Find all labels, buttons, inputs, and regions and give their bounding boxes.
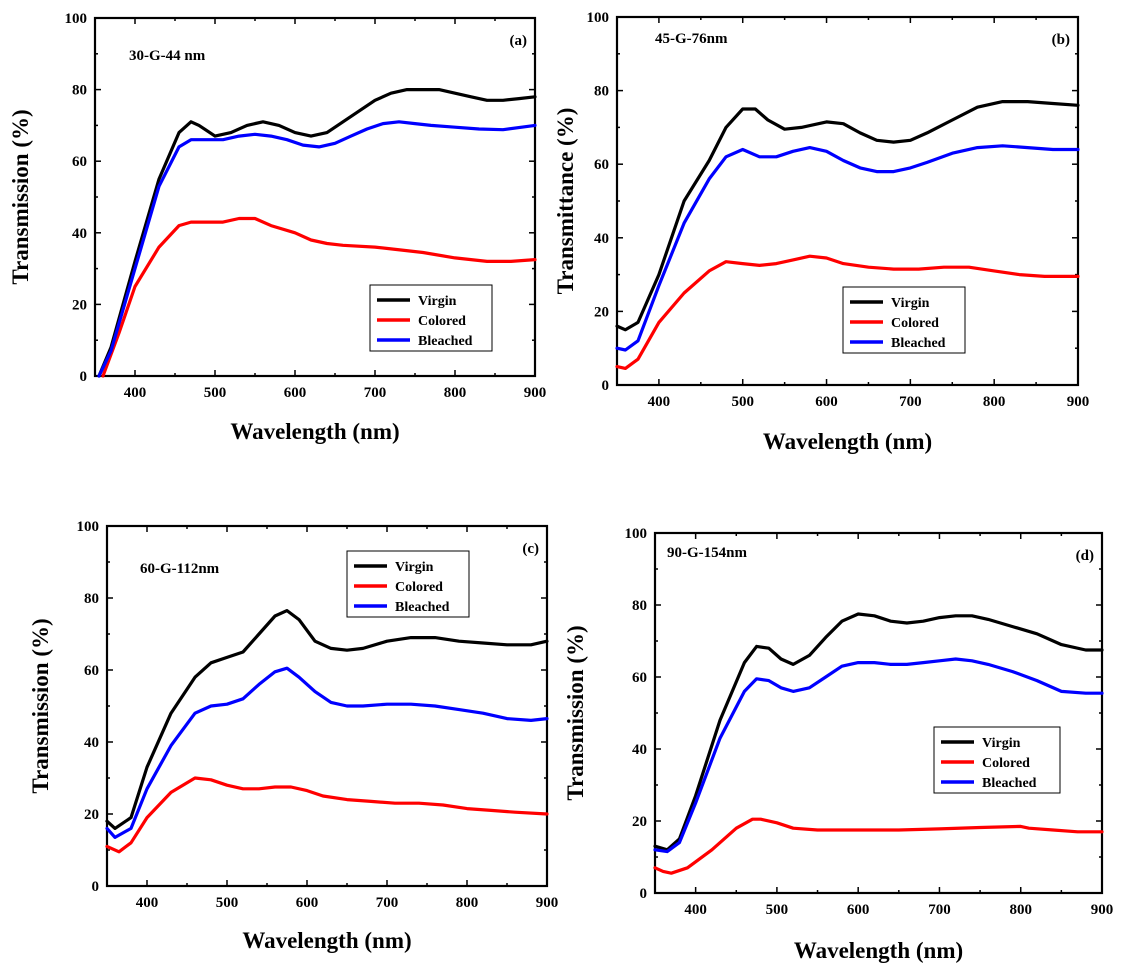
y-tick-label: 0 — [92, 879, 100, 895]
legend-label-virgin: Virgin — [891, 296, 930, 311]
legend: Virgin Colored Bleached — [842, 286, 966, 354]
x-tick-label: 500 — [204, 385, 227, 401]
plot-frame — [105, 524, 549, 888]
x-tick-label: 500 — [216, 895, 239, 911]
series-line-bleached — [97, 120, 537, 378]
x-tick-label: 600 — [296, 895, 319, 911]
panel-c: 400 500 600 700 800 900 0 20 40 60 80 100 Wavelength… — [28, 519, 558, 953]
sample-label: 30-G-44 nm — [129, 48, 206, 64]
x-tick-label: 400 — [684, 902, 707, 918]
x-tick-label: 600 — [284, 385, 307, 401]
x-axis-title: Wavelength (nm) — [794, 938, 963, 963]
series-line-bleached — [653, 657, 1104, 854]
y-tick-label: 80 — [632, 598, 647, 614]
y-tick-label: 20 — [84, 807, 99, 823]
legend-label-bleached: Bleached — [395, 600, 450, 615]
legend-label-bleached: Bleached — [891, 336, 946, 351]
panel-b: 400 500 600 700 800 900 0 20 40 60 80 100 Wavelength… — [553, 10, 1089, 454]
x-tick-label: 600 — [847, 902, 870, 918]
y-tick-label: 100 — [65, 11, 88, 27]
legend-label-virgin: Virgin — [395, 560, 434, 575]
y-tick-label: 20 — [72, 297, 87, 313]
y-tick-label: 20 — [594, 304, 609, 320]
y-tick-label: 80 — [84, 591, 99, 607]
x-tick-label: 700 — [899, 394, 922, 410]
legend: Virgin Colored Bleached — [346, 550, 470, 618]
y-tick-label: 60 — [72, 154, 87, 170]
panel-letter: (d) — [1076, 548, 1094, 564]
series-line-colored — [101, 216, 537, 378]
x-tick-label: 900 — [1067, 394, 1090, 410]
series-line-colored — [105, 776, 549, 854]
x-tick-label: 400 — [648, 394, 671, 410]
legend-label-colored: Colored — [395, 580, 443, 595]
y-axis-title: Transmission (%) — [8, 109, 33, 284]
y-tick-label: 0 — [640, 886, 648, 902]
y-tick-label: 80 — [72, 83, 87, 99]
legend-label-colored: Colored — [891, 316, 939, 331]
y-axis-title: Transmission (%) — [563, 625, 588, 800]
legend: Virgin Colored Bleached — [933, 726, 1061, 794]
x-tick-label: 800 — [456, 895, 479, 911]
x-tick-label: 700 — [928, 902, 951, 918]
panel-letter: (a) — [510, 33, 528, 49]
sample-label: 90-G-154nm — [667, 545, 748, 561]
y-tick-label: 80 — [594, 84, 609, 100]
y-tick-label: 20 — [632, 814, 647, 830]
x-axis-title: Wavelength (nm) — [763, 429, 932, 454]
panel-letter: (b) — [1052, 32, 1070, 48]
legend-label-virgin: Virgin — [982, 736, 1021, 751]
y-tick-label: 100 — [587, 10, 610, 26]
x-axis-title: Wavelength (nm) — [242, 928, 411, 953]
series-line-virgin — [653, 612, 1104, 852]
sample-label: 45-G-76nm — [655, 31, 728, 47]
y-tick-label: 0 — [80, 369, 88, 385]
y-tick-label: 100 — [77, 519, 100, 535]
x-tick-label: 500 — [731, 394, 754, 410]
x-tick-label: 600 — [815, 394, 838, 410]
panel-letter: (c) — [522, 541, 539, 557]
legend: Virgin Colored Bleached — [369, 284, 493, 352]
legend-label-virgin: Virgin — [418, 294, 457, 309]
x-tick-label: 400 — [124, 385, 147, 401]
y-axis-title: Transmittance (%) — [553, 108, 578, 295]
y-tick-label: 60 — [84, 663, 99, 679]
x-tick-label: 800 — [1009, 902, 1032, 918]
x-tick-label: 900 — [524, 385, 547, 401]
y-tick-label: 40 — [84, 735, 99, 751]
x-tick-label: 500 — [766, 902, 789, 918]
y-tick-label: 40 — [72, 226, 87, 242]
series-line-virgin — [97, 87, 537, 378]
legend-label-colored: Colored — [982, 756, 1030, 771]
x-tick-label: 700 — [376, 895, 399, 911]
legend-label-bleached: Bleached — [982, 776, 1037, 791]
x-tick-label: 400 — [136, 895, 159, 911]
x-tick-label: 900 — [1091, 902, 1114, 918]
panel-d: 400 500 600 700 800 900 0 20 40 60 80 100 Wavelength… — [563, 526, 1113, 963]
y-tick-label: 40 — [594, 231, 609, 247]
y-tick-label: 0 — [602, 378, 610, 394]
x-tick-label: 800 — [983, 394, 1006, 410]
legend-label-colored: Colored — [418, 314, 466, 329]
x-tick-label: 800 — [444, 385, 467, 401]
series-line-bleached — [105, 666, 549, 840]
x-tick-label: 700 — [364, 385, 387, 401]
x-tick-label: 900 — [536, 895, 559, 911]
series-line-colored — [615, 254, 1080, 370]
series-line-virgin — [105, 608, 549, 831]
legend-label-bleached: Bleached — [418, 334, 473, 349]
y-axis-title: Transmission (%) — [28, 618, 53, 793]
x-axis-title: Wavelength (nm) — [230, 419, 399, 444]
series-line-virgin — [615, 99, 1080, 332]
y-tick-label: 60 — [594, 157, 609, 173]
y-tick-label: 100 — [625, 526, 648, 542]
y-tick-label: 60 — [632, 670, 647, 686]
panel-a: 400 500 600 700 800 900 0 20 40 60 80 100 Wavelength… — [8, 11, 546, 444]
series-line-colored — [653, 817, 1104, 875]
sample-label: 60-G-112nm — [140, 561, 220, 577]
series-line-bleached — [615, 144, 1080, 352]
y-tick-label: 40 — [632, 742, 647, 758]
